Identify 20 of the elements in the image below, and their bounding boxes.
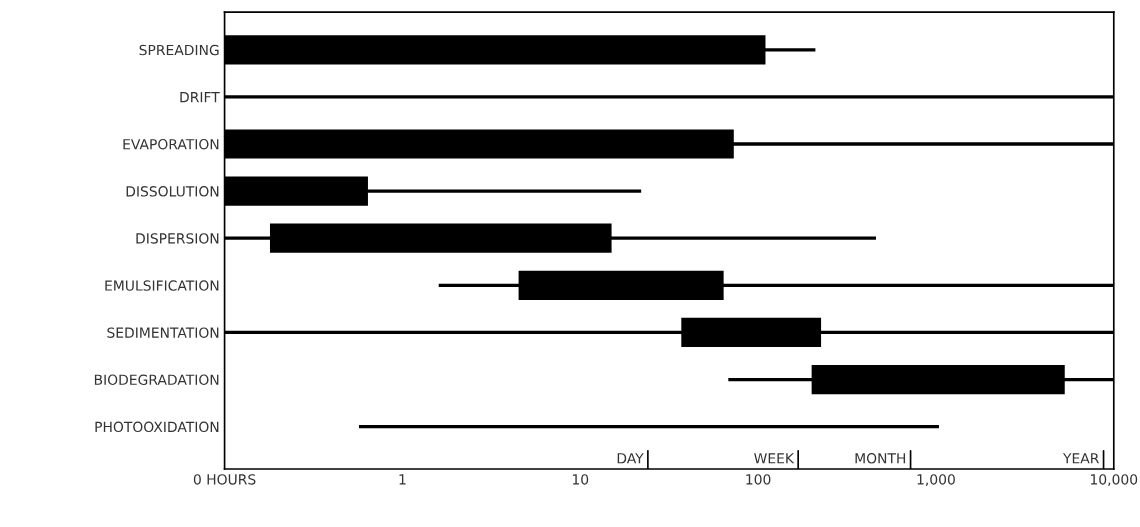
y-tick-label: DISSOLUTION	[126, 186, 219, 197]
y-tick-label: SPREADING	[139, 44, 219, 56]
y-tick-label: SEDIMENTATION	[107, 327, 219, 338]
y-tick-label: PHOTOOXIDATION	[95, 421, 219, 433]
ref-line-label: MONTH	[855, 453, 906, 464]
y-tick-label: DISPERSION	[136, 233, 219, 244]
ref-line-label: WEEK	[754, 453, 795, 464]
y-tick-label: BIODEGRADATION	[94, 374, 219, 386]
ref-line-label: DAY	[617, 453, 644, 464]
ref-line-label: YEAR	[1062, 453, 1099, 464]
bar	[359, 424, 939, 429]
y-tick-label: DRIFT	[180, 92, 220, 103]
y-tick-label: EMULSIFICATION	[105, 280, 219, 291]
x-tick-label: 1,000	[917, 474, 955, 487]
y-tick-label: EVAPORATION	[123, 138, 219, 150]
x-tick-label: 100	[746, 474, 771, 485]
x-tick-label: 10,000	[1091, 474, 1138, 487]
x-tick-label: 0 HOURS	[193, 474, 256, 485]
x-tick-label: 1	[399, 474, 406, 485]
x-tick-label: 10	[572, 474, 589, 485]
